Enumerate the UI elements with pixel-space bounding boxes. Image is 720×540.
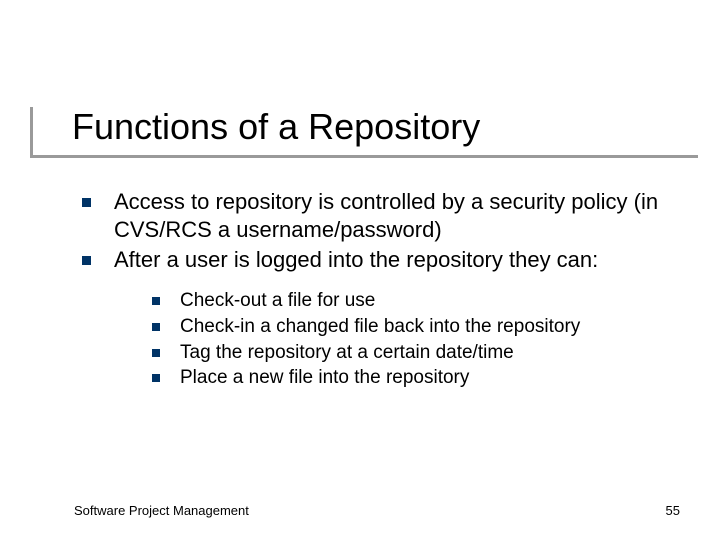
bullet-text: Access to repository is controlled by a …: [114, 189, 658, 242]
bullet-text: Check-in a changed file back into the re…: [180, 316, 580, 337]
footer-left-text: Software Project Management: [74, 503, 249, 518]
bullet-list-level1: Access to repository is controlled by a …: [78, 188, 672, 391]
title-tick: [30, 107, 33, 155]
slide-number: 55: [666, 503, 680, 518]
slide-title: Functions of a Repository: [72, 106, 690, 147]
bullet-text: Check-out a file for use: [180, 290, 375, 311]
bullet-item: Check-out a file for use: [150, 288, 672, 314]
bullet-item: Access to repository is controlled by a …: [78, 188, 672, 244]
bullet-text: After a user is logged into the reposito…: [114, 247, 598, 272]
bullet-item: After a user is logged into the reposito…: [78, 246, 672, 391]
bullet-list-level2: Check-out a file for use Check-in a chan…: [150, 288, 672, 391]
bullet-text: Tag the repository at a certain date/tim…: [180, 342, 514, 363]
content-area: Access to repository is controlled by a …: [78, 188, 672, 397]
bullet-item: Check-in a changed file back into the re…: [150, 314, 672, 340]
bullet-text: Place a new file into the repository: [180, 367, 469, 388]
title-container: Functions of a Repository: [72, 106, 690, 147]
bullet-item: Tag the repository at a certain date/tim…: [150, 340, 672, 366]
bullet-item: Place a new file into the repository: [150, 365, 672, 391]
title-underline: [30, 155, 698, 158]
slide: Functions of a Repository Access to repo…: [0, 0, 720, 540]
